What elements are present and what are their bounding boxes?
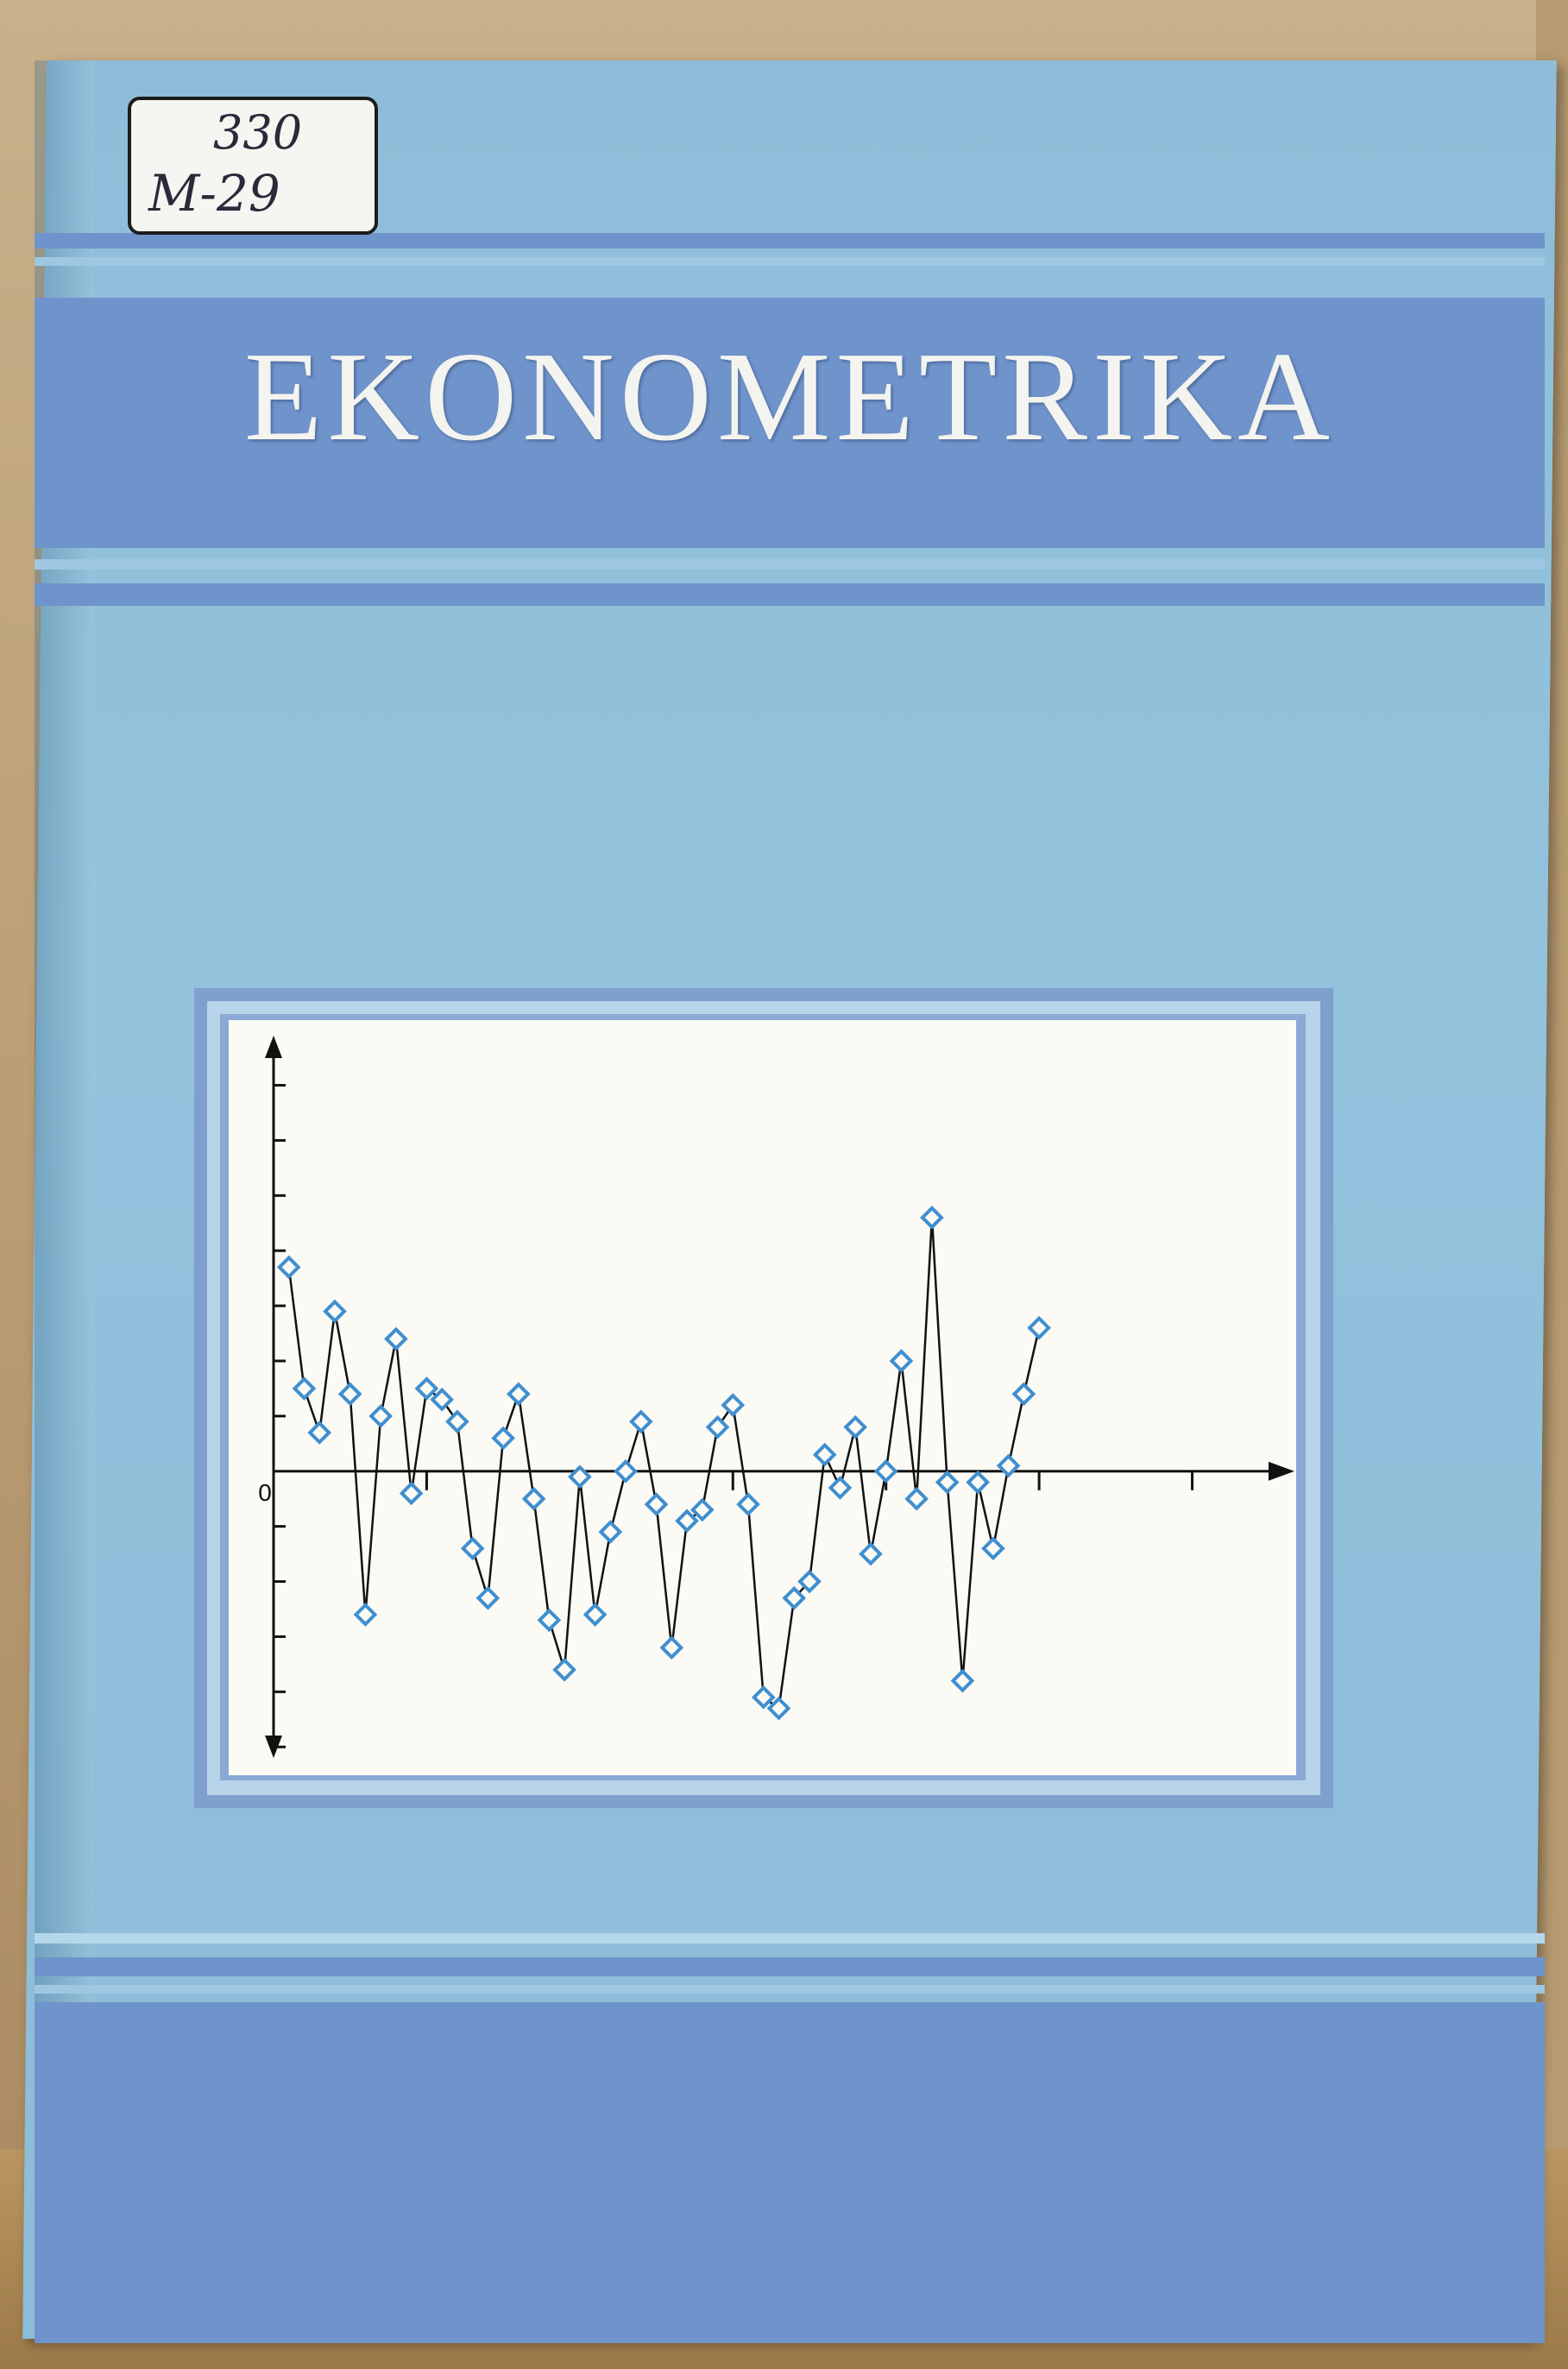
data-point-marker xyxy=(307,1421,332,1445)
time-series-chart: 0 xyxy=(258,1036,1294,1758)
data-point-marker xyxy=(323,1299,347,1324)
data-point-marker xyxy=(430,1387,454,1412)
call-number-author-code: M-29 xyxy=(148,164,280,223)
data-point-marker xyxy=(537,1608,562,1633)
y-axis-arrow-up xyxy=(265,1036,282,1058)
data-point-marker xyxy=(966,1470,990,1495)
data-point-marker xyxy=(751,1685,776,1710)
library-call-number-label: 330 M-29 xyxy=(128,97,378,235)
y-axis-zero-label: 0 xyxy=(258,1479,272,1506)
data-point-marker xyxy=(690,1497,715,1522)
data-point-marker xyxy=(889,1349,914,1373)
data-point-marker xyxy=(950,1668,975,1693)
data-point-marker xyxy=(721,1393,746,1417)
data-point-marker xyxy=(996,1453,1021,1478)
data-point-marker xyxy=(507,1382,531,1407)
data-point-marker xyxy=(981,1536,1005,1561)
data-point-marker xyxy=(935,1470,960,1495)
data-point-marker xyxy=(797,1569,822,1594)
data-point-marker xyxy=(568,1465,592,1489)
data-point-marker xyxy=(598,1520,623,1544)
data-point-marker xyxy=(705,1414,730,1440)
title-band xyxy=(35,298,1545,548)
cover-stripe xyxy=(35,559,1545,570)
data-point-marker xyxy=(414,1377,439,1401)
series-line xyxy=(287,1217,1041,1711)
data-point-marker xyxy=(582,1603,608,1627)
data-point-marker xyxy=(1011,1382,1036,1407)
data-point-marker xyxy=(873,1459,898,1484)
x-axis-arrow-right xyxy=(1269,1461,1294,1481)
data-point-marker xyxy=(859,1541,883,1566)
data-point-marker xyxy=(812,1442,837,1467)
data-point-marker xyxy=(675,1509,699,1534)
data-point-marker xyxy=(644,1492,669,1516)
data-point-marker xyxy=(843,1414,868,1440)
cover-stripe xyxy=(35,257,1545,266)
data-point-marker xyxy=(491,1426,515,1451)
data-point-marker xyxy=(552,1657,576,1682)
data-point-marker xyxy=(475,1585,501,1610)
data-point-marker xyxy=(460,1536,485,1561)
data-point-marker xyxy=(445,1409,469,1434)
chart-panel xyxy=(229,1020,1296,1775)
data-point-marker xyxy=(368,1404,394,1428)
book-title: EKONOMETRIKA xyxy=(243,326,1336,468)
call-number-class: 330 xyxy=(213,105,303,160)
data-point-marker xyxy=(276,1255,301,1280)
data-point-marker xyxy=(399,1481,424,1506)
data-point-marker xyxy=(353,1603,378,1627)
cover-stripe xyxy=(35,1985,1545,1994)
data-point-marker xyxy=(614,1459,638,1484)
cover-stripe xyxy=(35,583,1545,606)
data-point-marker xyxy=(659,1635,684,1660)
cover-stripe xyxy=(35,1933,1545,1944)
data-point-marker xyxy=(782,1585,807,1610)
data-point-marker xyxy=(292,1377,317,1401)
data-point-marker xyxy=(736,1492,760,1516)
data-point-marker xyxy=(337,1382,362,1407)
data-point-marker xyxy=(628,1409,653,1434)
cover-stripe xyxy=(35,233,1545,249)
data-point-marker xyxy=(828,1476,853,1500)
cover-stripe xyxy=(35,1957,1545,1976)
data-point-marker xyxy=(920,1206,944,1230)
data-point-marker xyxy=(384,1326,408,1351)
data-point-marker xyxy=(1027,1315,1051,1340)
bottom-band xyxy=(35,2002,1545,2343)
data-point-marker xyxy=(904,1486,929,1511)
data-point-marker xyxy=(766,1696,791,1721)
data-point-marker xyxy=(521,1486,546,1511)
